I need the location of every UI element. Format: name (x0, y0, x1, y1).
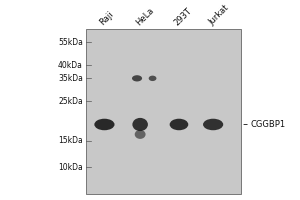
Bar (86, 29, 241, 194)
Text: 25kDa: 25kDa (58, 97, 83, 106)
Text: 55kDa: 55kDa (58, 38, 83, 47)
Ellipse shape (132, 75, 142, 81)
Text: Raji: Raji (98, 10, 116, 27)
Text: 10kDa: 10kDa (58, 163, 83, 172)
Text: Jurkat: Jurkat (207, 3, 230, 27)
Text: CGGBP1: CGGBP1 (250, 120, 285, 129)
Ellipse shape (94, 119, 115, 130)
Ellipse shape (149, 76, 157, 81)
Ellipse shape (169, 119, 188, 130)
Text: 293T: 293T (172, 6, 194, 27)
Text: 40kDa: 40kDa (58, 61, 83, 70)
Ellipse shape (135, 130, 146, 139)
Ellipse shape (203, 119, 223, 130)
Text: 15kDa: 15kDa (58, 136, 83, 145)
Text: HeLa: HeLa (134, 6, 155, 27)
Text: 35kDa: 35kDa (58, 74, 83, 83)
Ellipse shape (132, 118, 148, 131)
